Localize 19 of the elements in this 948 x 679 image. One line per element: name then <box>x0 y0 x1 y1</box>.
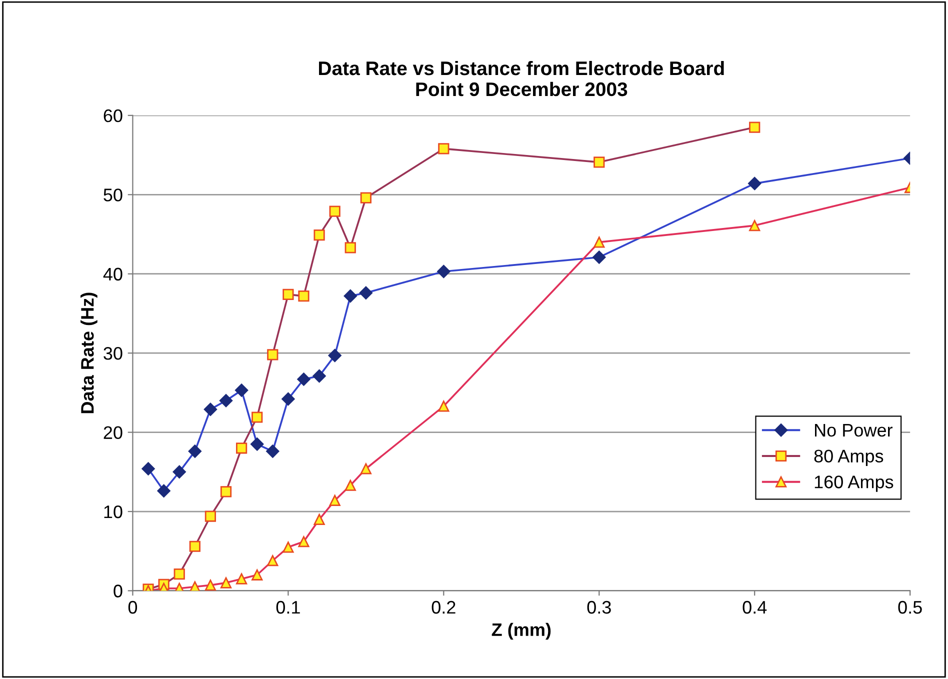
y-tick-label: 20 <box>104 426 122 440</box>
chart-title: Data Rate vs Distance from Electrode Board Point 9 December 2003 <box>319 60 724 96</box>
x-axis-title: Z (mm) <box>492 622 551 640</box>
x-tick-label: 0.1 <box>276 600 300 614</box>
x-tick-label: 0.4 <box>742 600 767 614</box>
y-tick-label: 50 <box>104 188 122 202</box>
y-axis-title: Data Rate (Hz) <box>80 292 98 414</box>
legend-label: No Power <box>815 424 893 437</box>
legend-label: 160 Amps <box>814 476 894 492</box>
legend-label: 80 Amps <box>814 450 884 466</box>
y-tick-label: 10 <box>104 505 122 518</box>
x-tick-label: 0.3 <box>587 600 611 614</box>
x-tick-label: 0.5 <box>898 600 922 614</box>
y-tick-label: 60 <box>104 109 122 122</box>
x-tick-label: 0.2 <box>432 600 456 614</box>
y-tick-label: 0 <box>114 584 122 598</box>
y-tick-label: 40 <box>103 268 122 281</box>
x-tick-label: 0 <box>128 600 138 614</box>
y-tick-label: 30 <box>104 347 122 360</box>
